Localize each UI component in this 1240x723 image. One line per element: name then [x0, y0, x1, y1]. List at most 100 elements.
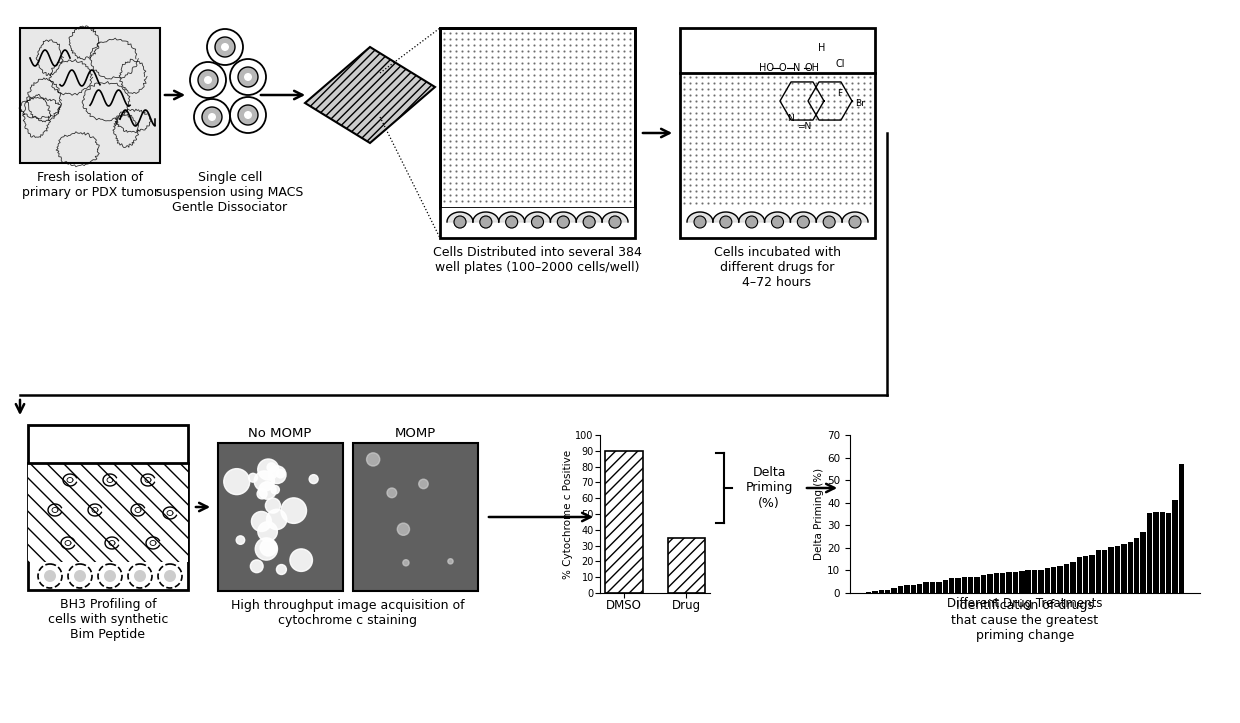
- Circle shape: [454, 216, 466, 228]
- Bar: [440, 28, 635, 208]
- Circle shape: [255, 538, 278, 560]
- Circle shape: [236, 536, 244, 544]
- Bar: [936, 581, 941, 593]
- Circle shape: [252, 511, 272, 531]
- Circle shape: [244, 111, 252, 119]
- Bar: [1121, 544, 1127, 593]
- Circle shape: [745, 216, 758, 228]
- Bar: [218, 443, 343, 591]
- Text: Identification of drugs
that cause the greatest
priming change: Identification of drugs that cause the g…: [951, 599, 1099, 642]
- Polygon shape: [577, 212, 603, 222]
- Bar: [1025, 570, 1030, 593]
- Text: MOMP: MOMP: [394, 427, 435, 440]
- Polygon shape: [816, 212, 842, 222]
- Bar: [1058, 566, 1063, 593]
- Text: Cells incubated with
different drugs for
4–72 hours: Cells incubated with different drugs for…: [713, 246, 841, 289]
- Bar: [20, 28, 160, 163]
- Bar: [1153, 512, 1158, 593]
- Bar: [1159, 512, 1164, 593]
- Circle shape: [43, 570, 56, 582]
- Polygon shape: [713, 212, 739, 222]
- Text: N: N: [786, 114, 794, 123]
- Circle shape: [267, 463, 277, 472]
- Circle shape: [387, 488, 397, 497]
- Bar: [930, 582, 935, 593]
- Circle shape: [309, 474, 319, 484]
- Polygon shape: [472, 212, 498, 222]
- Bar: [1102, 549, 1107, 593]
- Polygon shape: [687, 212, 713, 222]
- Text: Delta
Priming
(%): Delta Priming (%): [745, 466, 792, 510]
- Bar: [1127, 542, 1133, 593]
- Bar: [999, 573, 1006, 593]
- Bar: [879, 591, 884, 593]
- Circle shape: [258, 459, 279, 480]
- Text: No MOMP: No MOMP: [248, 427, 311, 440]
- Circle shape: [367, 453, 379, 466]
- Bar: [1089, 555, 1095, 593]
- Circle shape: [74, 570, 86, 582]
- Circle shape: [198, 70, 218, 90]
- Circle shape: [272, 486, 279, 494]
- Circle shape: [257, 489, 267, 499]
- Text: HO: HO: [759, 63, 775, 73]
- Circle shape: [583, 216, 595, 228]
- Bar: [1141, 531, 1146, 593]
- Text: H: H: [818, 43, 826, 53]
- Polygon shape: [790, 212, 816, 222]
- Circle shape: [244, 73, 252, 81]
- Y-axis label: Delta Priming (%): Delta Priming (%): [815, 468, 825, 560]
- Bar: [1109, 547, 1114, 593]
- Text: F: F: [837, 89, 842, 98]
- Text: High throughput image acquisition of
cytochrome c staining: High throughput image acquisition of cyt…: [231, 599, 465, 627]
- Bar: [1096, 550, 1101, 593]
- Text: Single cell
suspension using MACS
Gentle Dissociator: Single cell suspension using MACS Gentle…: [156, 171, 304, 214]
- Bar: [1179, 464, 1184, 593]
- Bar: [440, 208, 635, 238]
- Bar: [866, 592, 872, 593]
- Bar: [1172, 500, 1178, 593]
- Text: =N: =N: [797, 122, 811, 131]
- Bar: [987, 573, 992, 593]
- Bar: [968, 577, 973, 593]
- Text: BH3 Profiling of
cells with synthetic
Bim Peptide: BH3 Profiling of cells with synthetic Bi…: [48, 598, 169, 641]
- X-axis label: Different Drug Treatments: Different Drug Treatments: [947, 597, 1102, 610]
- Bar: [949, 578, 955, 593]
- Polygon shape: [525, 212, 551, 222]
- Bar: [1083, 556, 1089, 593]
- Bar: [1044, 568, 1050, 593]
- Circle shape: [215, 37, 236, 57]
- Bar: [898, 586, 903, 593]
- Bar: [1166, 513, 1172, 593]
- Bar: [993, 573, 999, 593]
- Text: Fresh isolation of
primary or PDX tumor: Fresh isolation of primary or PDX tumor: [21, 171, 159, 199]
- Text: N: N: [794, 63, 801, 73]
- Circle shape: [260, 539, 277, 556]
- Bar: [916, 584, 923, 593]
- Bar: [1064, 565, 1069, 593]
- Circle shape: [238, 105, 258, 125]
- Polygon shape: [601, 212, 627, 222]
- Bar: [942, 581, 947, 593]
- Circle shape: [265, 498, 280, 513]
- Circle shape: [258, 522, 278, 542]
- Bar: [1038, 570, 1044, 593]
- Circle shape: [419, 479, 428, 489]
- Circle shape: [797, 216, 810, 228]
- Circle shape: [397, 523, 409, 535]
- Polygon shape: [765, 212, 791, 222]
- Text: Cells Distributed into several 384
well plates (100–2000 cells/well): Cells Distributed into several 384 well …: [433, 246, 641, 274]
- Bar: [680, 28, 875, 238]
- Circle shape: [267, 509, 286, 529]
- Y-axis label: % Cytochrome c Positive: % Cytochrome c Positive: [563, 450, 573, 578]
- Circle shape: [164, 570, 176, 582]
- Bar: [1147, 513, 1152, 593]
- Bar: [904, 586, 910, 593]
- Polygon shape: [551, 212, 577, 222]
- Bar: [1076, 557, 1083, 593]
- Bar: [1013, 572, 1018, 593]
- Circle shape: [720, 216, 732, 228]
- Bar: [1135, 538, 1140, 593]
- Circle shape: [448, 559, 453, 564]
- Bar: [924, 583, 929, 593]
